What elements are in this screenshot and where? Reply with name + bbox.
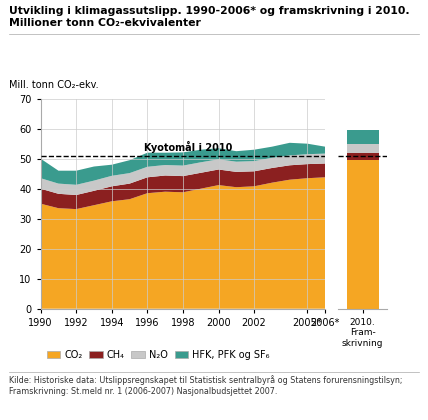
Text: Framskrivning: St.meld nr. 1 (2006-2007) Nasjonalbudsjettet 2007.: Framskrivning: St.meld nr. 1 (2006-2007)…	[9, 387, 277, 396]
Text: Mill. tonn CO₂-ekv.: Mill. tonn CO₂-ekv.	[9, 80, 98, 90]
Text: Millioner tonn CO₂-ekvivalenter: Millioner tonn CO₂-ekvivalenter	[9, 18, 200, 28]
Bar	[347, 144, 379, 153]
Text: Kilde: Historiske data: Utslippsregnskapet til Statistisk sentralbyrå og Statens: Kilde: Historiske data: Utslippsregnskap…	[9, 375, 402, 385]
Bar	[347, 153, 379, 160]
Legend: CO₂, CH₄, N₂O, HFK, PFK og SF₆: CO₂, CH₄, N₂O, HFK, PFK og SF₆	[43, 346, 273, 364]
Bar	[347, 160, 379, 309]
Text: Utvikling i klimagassutslipp. 1990-2006* og framskrivning i 2010.: Utvikling i klimagassutslipp. 1990-2006*…	[9, 6, 409, 16]
Text: Kyotomål i 2010: Kyotomål i 2010	[144, 141, 232, 153]
Bar	[347, 130, 379, 144]
